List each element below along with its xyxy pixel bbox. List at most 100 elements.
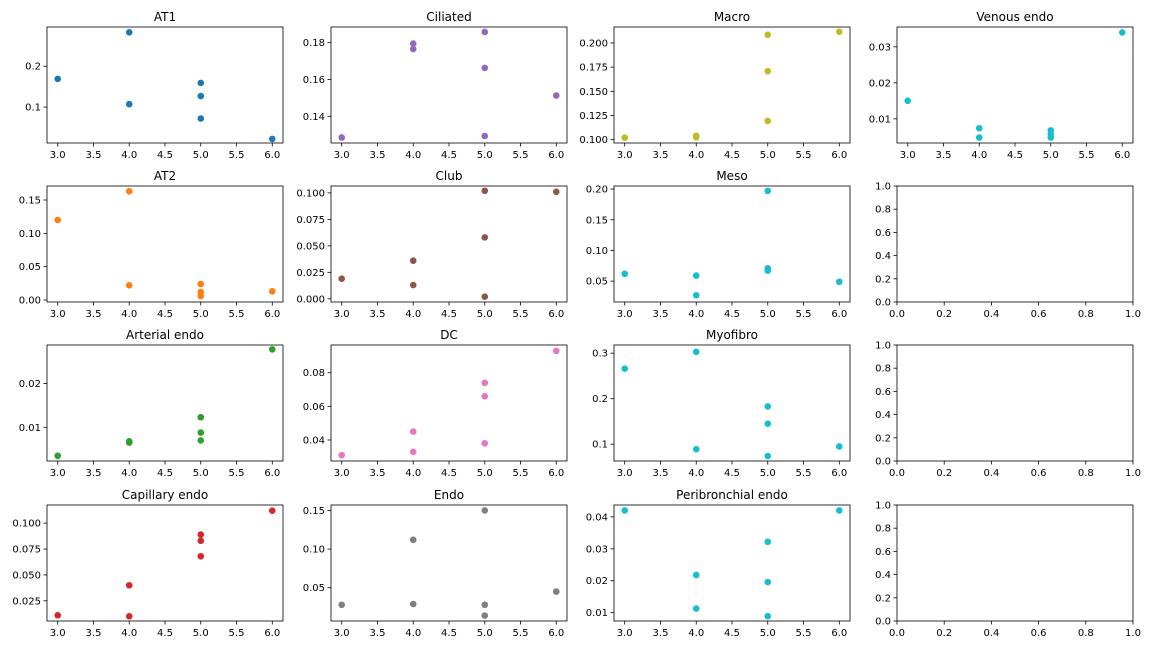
subplot: Myofibro 3.0 3.5 4.0 4.5 5.0 5.5 6.0 0.1 0.2 0.3 [592,328,851,479]
scatter-point [409,257,417,264]
x-tick-label: 4.5 [157,468,173,479]
scatter-point [764,538,772,546]
x-tick-label: 3.0 [617,628,633,639]
y-tick-label: 0.04 [303,435,325,446]
x-tick-label: 3.0 [334,468,350,479]
scatter-point [692,348,700,356]
scatter-point [835,507,843,514]
y-tick-label: 0.10 [586,246,608,257]
x-tick-label: 4.5 [441,309,457,320]
scatter-point [552,588,560,595]
axes-frame [330,344,568,462]
subplot: AT2 3.0 3.5 4.0 4.5 5.0 5.5 6.0 0.00 0.05 0.10 0.15 [19,169,284,320]
x-tick-label: 4.5 [441,468,457,479]
y-tick-label: 0.01 [869,114,891,125]
scatter-point [835,278,843,286]
scatter-point [835,28,843,36]
x-tick-label: 3.0 [50,628,66,639]
scatter-point [764,31,772,39]
x-tick-label: 4.5 [441,150,457,161]
x-tick-label: 3.5 [86,309,102,320]
scatter-point [197,280,205,288]
y-tick-label: 0.20 [586,185,608,196]
y-tick-label: 0.15 [303,506,325,517]
x-tick-label: 6.0 [831,150,847,161]
axes-frame [613,26,851,144]
x-tick-label: 0.4 [983,468,999,479]
x-tick-label: 6.0 [264,150,280,161]
x-tick-label: 3.5 [370,150,386,161]
x-tick-label: 1.0 [1125,628,1141,639]
scatter-point [975,134,983,141]
scatter-point [481,379,489,387]
x-tick-label: 4.0 [971,150,987,161]
y-tick-label: 0.08 [303,368,325,379]
x-tick-label: 3.5 [653,468,669,479]
scatter-point [125,613,133,620]
axes-frame [613,504,851,622]
x-tick-label: 5.5 [796,468,812,479]
y-tick-label: 1.0 [875,341,891,352]
x-tick-label: 4.5 [724,628,740,639]
y-tick-label: 0.050 [12,570,41,581]
subplot: Endo 3.0 3.5 4.0 4.5 5.0 5.5 6.0 0.05 0.10 0.15 [303,488,568,639]
scatter-point [692,445,700,453]
axes-frame [330,185,568,303]
axes-frame [330,504,568,622]
x-tick-label: 4.0 [121,309,137,320]
scatter-point [975,124,983,132]
scatter-point [409,536,417,544]
y-tick-label: 0.100 [12,519,41,530]
x-tick-label: 5.5 [229,628,245,639]
x-tick-label: 4.5 [157,628,173,639]
x-tick-label: 0.0 [889,628,905,639]
scatter-point [552,92,560,99]
subplot-title: Ciliated [426,10,471,24]
y-tick-label: 0.02 [586,576,608,587]
subplot: 0.0 0.2 0.4 0.6 0.8 1.0 0.0 0.2 0.4 0.6 0.8 1.0 [875,182,1141,321]
x-tick-label: 0.8 [1078,309,1094,320]
y-tick-label: 0.03 [586,544,608,555]
scatter-point [125,581,133,589]
x-tick-label: 5.5 [229,468,245,479]
y-tick-label: 0.3 [592,349,608,360]
scatter-point [481,132,489,140]
y-tick-label: 1.0 [875,501,891,512]
y-tick-label: 0.6 [875,547,891,558]
y-tick-label: 0.03 [869,42,891,53]
scatter-point [481,612,489,619]
x-tick-label: 5.0 [477,468,493,479]
x-tick-label: 5.5 [796,309,812,320]
scatter-point [481,293,489,301]
y-tick-label: 0.100 [296,188,325,199]
subplot: Capillary endo 3.0 3.5 4.0 4.5 5.0 5.5 6.0 0.025… [12,488,284,639]
x-tick-label: 5.0 [760,309,776,320]
x-tick-label: 4.0 [688,628,704,639]
x-tick-label: 0.2 [936,309,952,320]
y-tick-label: 0.1 [25,103,41,114]
x-tick-label: 3.5 [86,628,102,639]
x-tick-label: 3.5 [86,468,102,479]
scatter-point [481,234,489,241]
subplot: AT1 3.0 3.5 4.0 4.5 5.0 5.5 6.0 0.1 0.2 [25,10,284,161]
scatter-point [125,100,133,108]
x-tick-label: 3.5 [936,150,952,161]
x-tick-label: 4.0 [405,628,421,639]
subplot-title: AT2 [154,169,176,183]
x-tick-label: 0.2 [936,468,952,479]
scatter-point [764,67,772,75]
y-tick-label: 0.00 [19,296,41,307]
scatter-point [409,40,417,47]
scatter-point [692,291,700,299]
scatter-point [835,443,843,450]
scatter-point [692,571,700,579]
x-tick-label: 3.5 [370,309,386,320]
scatter-point [481,507,489,514]
y-tick-label: 0.02 [19,379,41,390]
x-tick-label: 6.0 [1114,150,1130,161]
x-tick-label: 0.6 [1031,628,1047,639]
y-tick-label: 0.10 [19,229,41,240]
scatter-point [692,605,700,612]
y-tick-label: 0.2 [25,62,41,73]
axes-frame [46,344,284,462]
